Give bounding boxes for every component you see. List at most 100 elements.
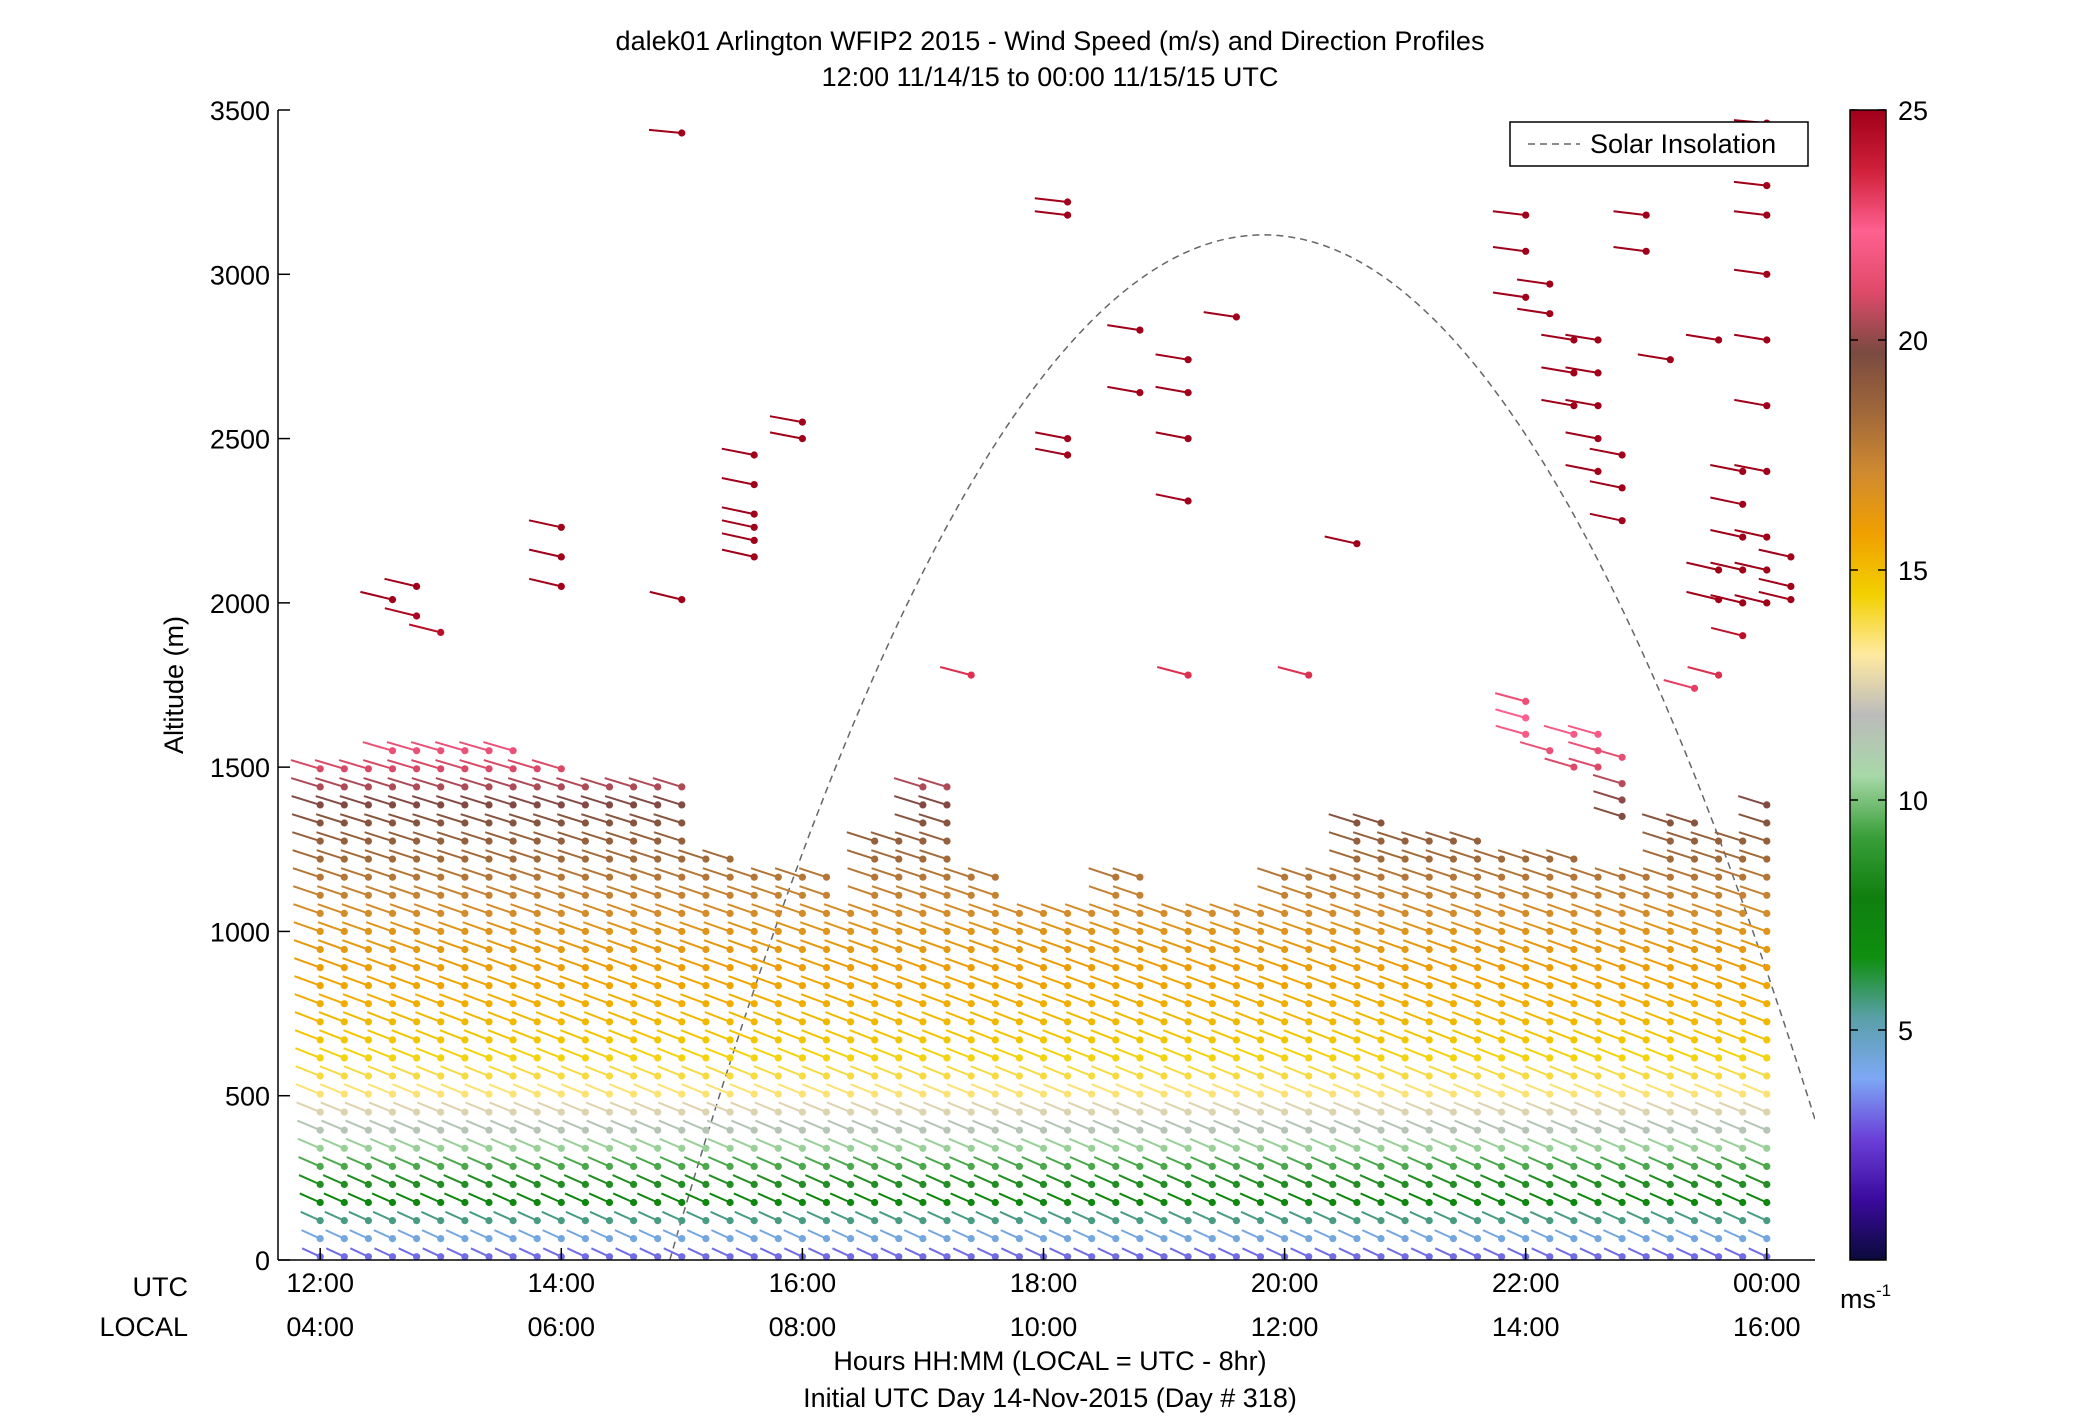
wind-barb-line bbox=[1403, 1029, 1430, 1041]
wind-barb-line bbox=[1501, 1101, 1527, 1114]
wind-barb-point bbox=[1498, 982, 1506, 990]
wind-barb-line bbox=[296, 1101, 321, 1114]
wind-barb-line bbox=[508, 813, 538, 824]
wind-barb-point bbox=[316, 1018, 324, 1026]
wind-barb-point bbox=[1136, 945, 1144, 954]
wind-barb-line bbox=[898, 1065, 924, 1077]
wind-barb-line bbox=[438, 957, 466, 969]
wind-barb-line bbox=[1139, 1083, 1165, 1096]
wind-barb-line bbox=[1645, 1083, 1671, 1096]
wind-barb-line bbox=[948, 1137, 972, 1150]
wind-barb-point bbox=[1136, 326, 1144, 334]
x-tick-label-utc: 22:00 bbox=[1492, 1268, 1560, 1298]
wind-barb-point bbox=[1546, 1253, 1554, 1260]
wind-barb-line bbox=[436, 795, 466, 806]
wind-barb-line bbox=[848, 921, 876, 933]
wind-barb-line bbox=[1209, 939, 1237, 951]
wind-barb-point bbox=[774, 909, 782, 918]
wind-barb-line bbox=[629, 813, 658, 824]
wind-barb-line bbox=[295, 1065, 321, 1077]
wind-barb-line bbox=[1259, 1047, 1285, 1059]
wind-barb-line bbox=[1379, 1011, 1406, 1023]
wind-barb-point bbox=[774, 1180, 782, 1188]
wind-barb-point bbox=[1039, 1180, 1048, 1188]
wind-barb-point bbox=[364, 1162, 372, 1170]
wind-barb-line bbox=[847, 885, 876, 897]
wind-barb-point bbox=[1666, 945, 1674, 954]
wind-barb-line bbox=[442, 1156, 466, 1168]
wind-barb-point bbox=[413, 891, 421, 899]
wind-barb-line bbox=[1352, 813, 1382, 824]
wind-barb-point bbox=[895, 1217, 903, 1225]
wind-barb-point bbox=[1570, 927, 1578, 936]
wind-barb-line bbox=[1499, 957, 1527, 969]
wind-barb-line bbox=[1572, 1029, 1599, 1041]
wind-barb-point bbox=[1642, 1054, 1650, 1062]
wind-barb-point bbox=[630, 1180, 638, 1188]
wind-barb-line bbox=[489, 1101, 514, 1114]
wind-barb-point bbox=[1039, 1198, 1048, 1207]
wind-barb-line bbox=[442, 1137, 466, 1150]
wind-barb-line bbox=[1210, 1029, 1237, 1041]
wind-barb-line bbox=[1523, 975, 1551, 987]
wind-barb-point bbox=[1546, 1036, 1554, 1044]
wind-barb-point bbox=[1281, 1054, 1289, 1062]
wind-barb-line bbox=[1357, 1101, 1382, 1114]
wind-barb-line bbox=[897, 993, 924, 1005]
wind-barb-line bbox=[1155, 431, 1189, 440]
wind-barb-line bbox=[1479, 1174, 1503, 1186]
wind-barb-line bbox=[1718, 1101, 1744, 1114]
wind-barb-point bbox=[895, 1253, 903, 1260]
wind-barb-point bbox=[316, 1198, 324, 1207]
wind-barb-line bbox=[540, 1192, 562, 1204]
wind-barb-point bbox=[1715, 336, 1723, 344]
wind-barb-line bbox=[390, 1011, 417, 1023]
wind-barb-line bbox=[847, 903, 876, 915]
wind-barb-point bbox=[364, 873, 372, 881]
wind-barb-line bbox=[1281, 903, 1310, 915]
wind-barb-line bbox=[533, 885, 562, 897]
wind-barb-line bbox=[1426, 921, 1454, 933]
wind-barb-point bbox=[1064, 1253, 1072, 1260]
wind-barb-point bbox=[1715, 1126, 1723, 1134]
wind-barb-point bbox=[967, 982, 975, 990]
wind-barb-line bbox=[1355, 1011, 1382, 1023]
wind-barb-point bbox=[1425, 1018, 1433, 1026]
wind-barb-point bbox=[822, 1198, 831, 1207]
wind-barb-line bbox=[1478, 1119, 1502, 1132]
wind-barb-point bbox=[557, 873, 565, 881]
wind-barb-point bbox=[1184, 964, 1192, 972]
wind-barb-point bbox=[1136, 1217, 1144, 1225]
wind-barb-line bbox=[390, 957, 417, 969]
wind-barb-point bbox=[1425, 1108, 1433, 1116]
wind-barb-line bbox=[683, 1156, 707, 1168]
wind-barb-point bbox=[1184, 1198, 1192, 1207]
wind-barb-line bbox=[774, 867, 803, 879]
wind-barb-line bbox=[824, 939, 851, 951]
wind-barb-line bbox=[419, 1174, 442, 1186]
wind-barb-line bbox=[1598, 1101, 1623, 1114]
wind-barb-line bbox=[1233, 921, 1261, 933]
wind-barb-line bbox=[629, 831, 659, 843]
wind-barb-point bbox=[1353, 909, 1361, 918]
wind-barb-line bbox=[780, 1156, 803, 1168]
wind-barb-point bbox=[557, 1144, 565, 1152]
wind-barb-line bbox=[1646, 1101, 1671, 1114]
wind-barb-line bbox=[721, 532, 755, 542]
wind-barb-line bbox=[1354, 975, 1382, 987]
wind-barb-line bbox=[721, 477, 755, 486]
wind-barb-point bbox=[1425, 1072, 1433, 1080]
wind-barb-line bbox=[1118, 1174, 1141, 1186]
wind-barb-line bbox=[1354, 939, 1382, 951]
wind-barb-point bbox=[1112, 891, 1120, 899]
wind-barb-point bbox=[485, 1018, 493, 1026]
wind-barb-line bbox=[946, 1083, 972, 1096]
wind-barb-line bbox=[1452, 1083, 1478, 1096]
wind-barb-line bbox=[467, 1174, 490, 1186]
wind-barb-point bbox=[1088, 1144, 1096, 1152]
wind-barb-point bbox=[1136, 1235, 1144, 1243]
wind-barb-line bbox=[1449, 849, 1478, 861]
wind-barb-point bbox=[1787, 582, 1795, 591]
wind-barb-line bbox=[1161, 957, 1189, 969]
wind-barb-line bbox=[995, 1101, 1020, 1114]
